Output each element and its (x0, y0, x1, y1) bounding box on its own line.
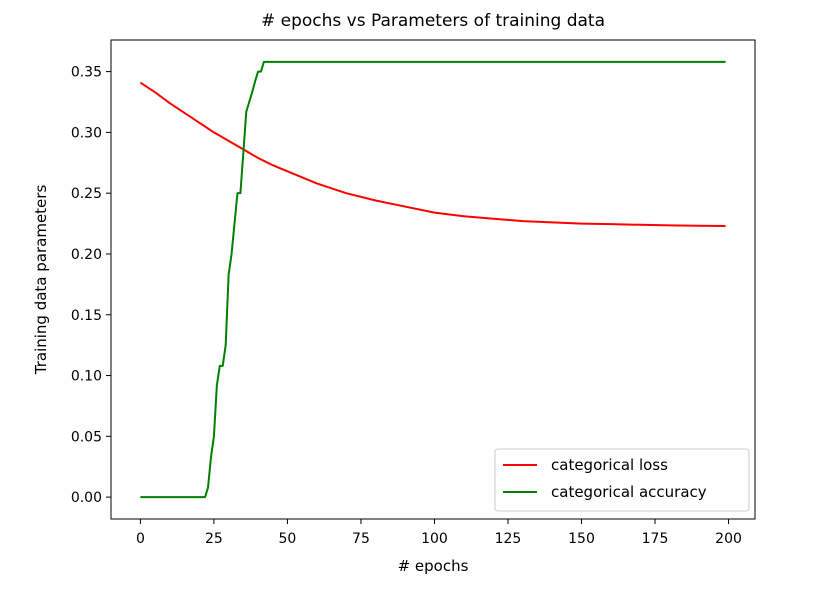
y-tick-label: 0.10 (71, 369, 102, 385)
y-tick-label: 0.35 (71, 65, 102, 81)
x-tick-label: 100 (421, 531, 448, 547)
axes-layer: 0 25 50 75 100 125 150 175 200 0.000.050.100.150… (71, 39, 756, 547)
legend-label: categorical loss (551, 456, 668, 474)
y-tick-label: 0.25 (71, 186, 102, 202)
y-tick-label: 0.30 (71, 125, 102, 141)
y-tick-label: 0.20 (71, 247, 102, 263)
plot-frame (110, 39, 756, 520)
x-axis-label: # epochs (398, 557, 469, 575)
legend: categorical loss categorical accuracy (494, 448, 750, 512)
x-tick-label: 175 (642, 531, 669, 547)
x-tick-label: 150 (568, 531, 595, 547)
x-tick-label: 50 (279, 531, 297, 547)
y-tick-label: 0.05 (71, 429, 102, 445)
y-tick-label: 0.15 (71, 308, 102, 324)
x-tick-label: 125 (495, 531, 522, 547)
chart-title: # epochs vs Parameters of training data (261, 11, 605, 31)
series-line-accuracy (140, 60, 726, 499)
legend-entries: categorical loss categorical accuracy (503, 456, 707, 501)
legend-box (494, 448, 750, 512)
series-line-loss (139, 81, 726, 228)
x-tick-label: 25 (205, 531, 223, 547)
y-axis-label: Training data parameters (32, 185, 50, 376)
x-tick-label: 200 (715, 531, 742, 547)
y-tick-label: 0.00 (71, 490, 102, 506)
plot-layer (139, 60, 726, 499)
x-axis-ticks: 0 25 50 75 100 125 150 175 200 (136, 519, 742, 547)
x-tick-label: 0 (136, 531, 145, 547)
x-tick-label: 75 (352, 531, 370, 547)
y-axis-ticks: 0.00 0.05 0.10 0.15 0.20 0.25 0.30 0.35 (71, 65, 111, 506)
legend-label: categorical accuracy (551, 483, 707, 501)
